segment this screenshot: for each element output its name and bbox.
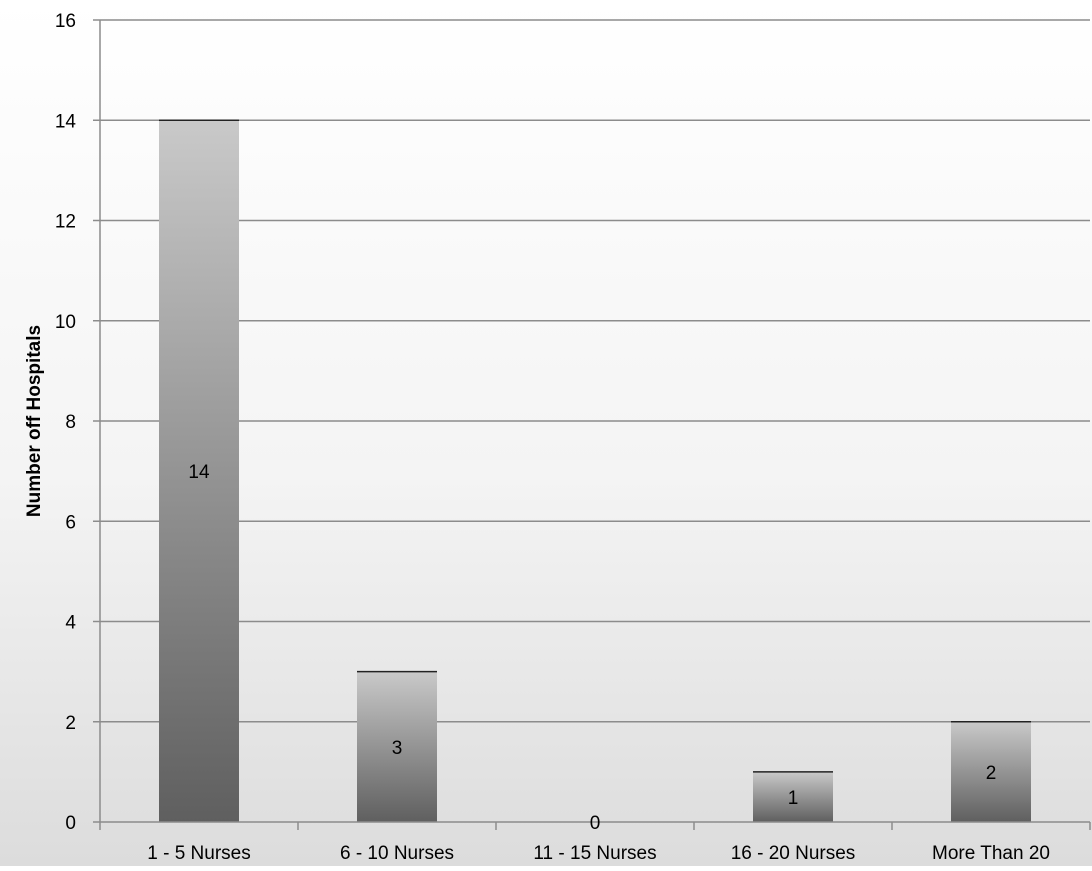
- y-tick-label: 12: [55, 212, 76, 233]
- data-label: 14: [188, 462, 210, 483]
- bar: [951, 721, 1031, 822]
- x-tick-label: 6 - 10 Nurses: [340, 843, 454, 864]
- bar: [159, 120, 239, 822]
- bar: [357, 671, 437, 822]
- data-label: 3: [392, 738, 403, 759]
- data-label: 1: [788, 788, 799, 809]
- y-tick-label: 8: [65, 412, 76, 433]
- y-tick-label: 10: [55, 312, 76, 333]
- x-tick-label: 1 - 5 Nurses: [147, 843, 250, 864]
- y-tick-label: 14: [55, 111, 77, 132]
- y-tick-label: 0: [65, 813, 76, 834]
- y-tick-label: 6: [65, 512, 76, 533]
- gridlines: [100, 19, 1090, 723]
- data-labels: 14 3 0 1 2: [188, 462, 996, 834]
- data-label: 2: [986, 763, 997, 784]
- y-tick-label: 16: [55, 11, 76, 32]
- y-tick-label: 4: [65, 613, 76, 634]
- data-label: 0: [590, 813, 601, 834]
- y-tick-label: 2: [65, 713, 76, 734]
- y-axis-title: Number off Hospitals: [24, 325, 45, 517]
- bars: [159, 119, 1031, 822]
- x-tick-label: More Than 20: [932, 843, 1050, 864]
- x-tick-label: 11 - 15 Nurses: [533, 843, 656, 864]
- bar: [753, 771, 833, 822]
- x-tick-label: 16 - 20 Nurses: [731, 843, 856, 864]
